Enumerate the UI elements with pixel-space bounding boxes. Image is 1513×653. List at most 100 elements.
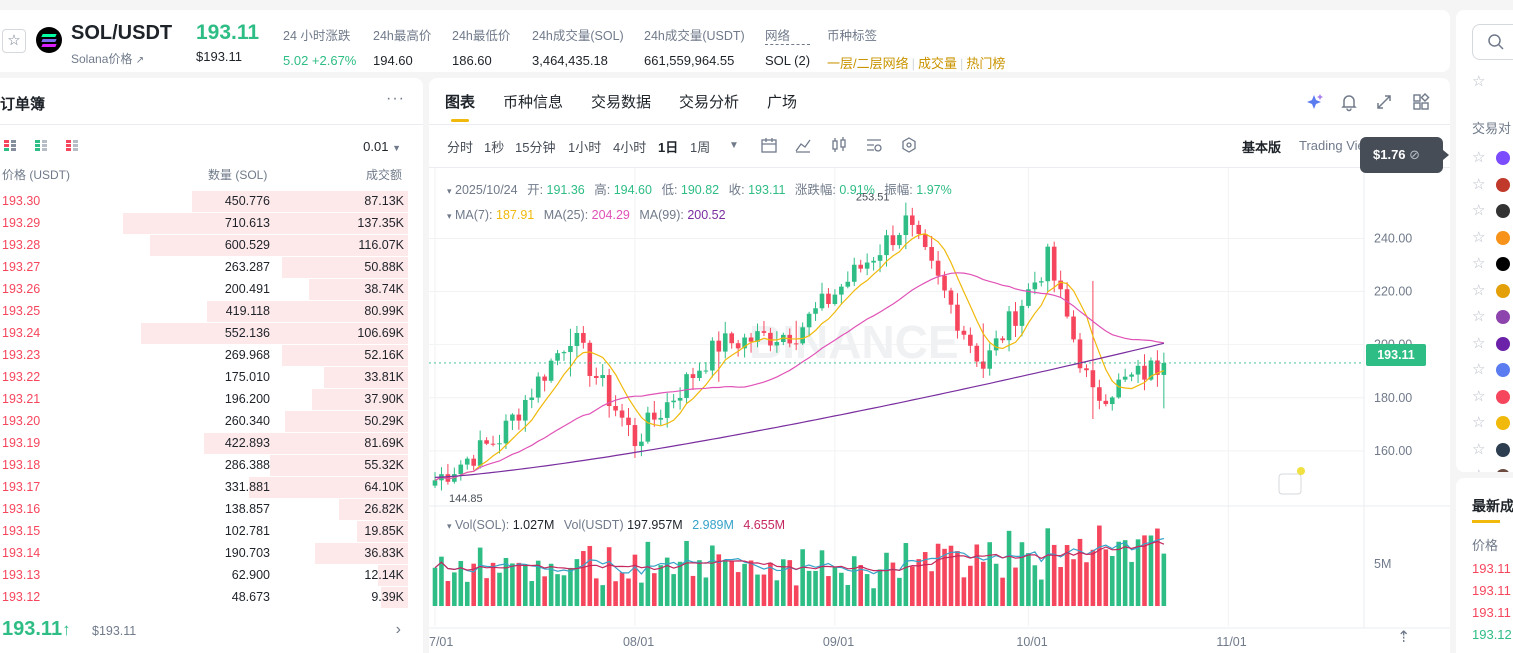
pair-favorite-star-icon[interactable]: ☆ — [1472, 440, 1486, 458]
stat-network[interactable]: 网络 SOL (2) — [765, 25, 811, 68]
copy-link-tooltip[interactable]: $1.76 ⊘ — [1360, 137, 1449, 173]
orderbook-ask-row[interactable]: 193.28 600.529 116.07K — [0, 234, 408, 256]
tab-coin-info[interactable]: 币种信息 — [503, 94, 564, 111]
volume-bar — [1090, 549, 1096, 606]
depth-bar — [282, 345, 408, 366]
orderbook-ask-row[interactable]: 193.20 260.340 50.29K — [0, 410, 408, 432]
orderbook-ask-row[interactable]: 193.19 422.893 81.69K — [0, 432, 408, 454]
indicator-icon[interactable] — [794, 136, 812, 154]
tab-square[interactable]: 广场 — [767, 94, 798, 111]
pair-favorite-star-icon[interactable]: ☆ — [1472, 466, 1485, 472]
ask-amount: 175.010 — [224, 370, 270, 384]
tag-layer[interactable]: 一层/二层网络 — [827, 56, 909, 71]
orderbook-ask-row[interactable]: 193.23 269.968 52.16K — [0, 344, 408, 366]
volume-bar — [664, 557, 670, 606]
interval-1s[interactable]: 1秒 — [484, 140, 505, 155]
orderbook-ask-row[interactable]: 193.27 263.287 50.88K — [0, 256, 408, 278]
candle-body — [955, 304, 960, 331]
favorites-star-icon[interactable]: ☆ — [1472, 73, 1486, 90]
pair-favorite-star-icon[interactable]: ☆ — [1472, 334, 1486, 352]
chart-settings-icon[interactable] — [865, 136, 883, 154]
interval-1h[interactable]: 1小时 — [568, 140, 602, 155]
interval-time[interactable]: 分时 — [447, 140, 474, 155]
pair-favorite-star-icon[interactable]: ☆ — [1472, 361, 1486, 378]
candle-body — [845, 281, 851, 287]
pair-favorite-star-icon[interactable]: ☆ — [1472, 202, 1486, 219]
orderbook-ask-row[interactable]: 193.30 450.776 87.13K — [0, 190, 408, 212]
orderbook-ask-row[interactable]: 193.17 331.881 64.10K — [0, 476, 408, 498]
ask-total: 50.29K — [364, 414, 404, 428]
basic-version-button[interactable]: 基本版 — [1242, 140, 1282, 155]
orderbook-ask-row[interactable]: 193.25 419.118 80.99K — [0, 300, 408, 322]
depth-bar — [312, 389, 408, 410]
bell-icon[interactable] — [1339, 92, 1359, 112]
tab-chart[interactable]: 图表 — [445, 94, 476, 111]
ask-total: 137.35K — [357, 216, 404, 230]
fullscreen-icon[interactable] — [1374, 92, 1394, 112]
orderbook-ask-row[interactable]: 193.14 190.703 36.83K — [0, 542, 408, 564]
candle-body — [535, 376, 541, 398]
orderbook-ask-row[interactable]: 193.13 62.900 12.14K — [0, 564, 408, 586]
ask-price: 193.25 — [2, 304, 41, 318]
favorite-star-icon[interactable]: ☆ — [2, 29, 26, 53]
orderbook-ask-row[interactable]: 193.16 138.857 26.82K — [0, 498, 408, 520]
pair-favorite-star-icon[interactable]: ☆ — [1472, 414, 1486, 431]
orderbook-ask-row[interactable]: 193.21 196.200 37.90K — [0, 388, 408, 410]
interval-1w[interactable]: 1周 — [690, 140, 711, 155]
tab-trading-analysis[interactable]: 交易分析 — [679, 94, 740, 111]
pair-favorite-star-icon[interactable]: ☆ — [1472, 308, 1486, 325]
pair-favorite-star-icon[interactable]: ☆ — [1472, 387, 1486, 405]
orderbook-ask-row[interactable]: 193.12 48.673 9.39K — [0, 586, 408, 608]
candle-body — [613, 406, 618, 411]
candle-body — [1071, 316, 1076, 340]
tick-size-select[interactable]: 0.01 ▼ — [363, 139, 401, 154]
pair-favorite-star-icon[interactable]: ☆ — [1472, 281, 1486, 299]
pair-favorite-star-icon[interactable]: ☆ — [1472, 255, 1486, 272]
volume-bar — [890, 562, 896, 606]
orderbook-ask-row[interactable]: 193.15 102.781 19.85K — [0, 520, 408, 542]
pair-favorite-star-icon[interactable]: ☆ — [1472, 149, 1486, 166]
interval-more-icon[interactable]: ▼ — [729, 140, 739, 151]
ask-price: 193.17 — [2, 480, 41, 494]
candlestick-chart[interactable]: 160.00180.00200.00220.00240.007/0108/010… — [429, 168, 1450, 653]
candle-type-icon[interactable] — [830, 136, 848, 154]
candle-body — [710, 340, 715, 371]
orderbook-asks-mode-icon[interactable] — [66, 140, 79, 152]
interval-1d[interactable]: 1日 — [658, 140, 679, 155]
tag-volume[interactable]: 成交量 — [918, 56, 958, 71]
orderbook-ask-row[interactable]: 193.26 200.491 38.74K — [0, 278, 408, 300]
hexagon-settings-icon[interactable] — [900, 136, 918, 154]
ask-price: 193.30 — [2, 194, 41, 208]
more-icon[interactable]: ··· — [386, 90, 405, 107]
last-price: 193.11 — [196, 21, 260, 44]
tab-trading-data[interactable]: 交易数据 — [591, 94, 652, 111]
col-price: 价格 (USDT) — [2, 168, 70, 182]
orderbook-ask-row[interactable]: 193.24 552.136 106.69K — [0, 322, 408, 344]
orderbook-bids-mode-icon[interactable] — [35, 140, 48, 152]
sparkle-ai-icon[interactable] — [1305, 92, 1325, 112]
pair-favorite-star-icon[interactable]: ☆ — [1472, 175, 1486, 193]
high-marker: 253.51 — [856, 192, 890, 204]
coin-price-link[interactable]: Solana价格 ↗ — [71, 52, 145, 66]
chevron-right-icon[interactable]: › — [395, 621, 401, 638]
orderbook-both-mode-icon[interactable] — [4, 140, 17, 152]
layout-grid-icon[interactable] — [1411, 92, 1431, 112]
auto-scale-icon[interactable]: ⇡ — [1397, 629, 1411, 646]
calendar-icon[interactable] — [760, 136, 778, 154]
tradingview-button[interactable]: Trading View — [1299, 138, 1375, 153]
volume-bar — [619, 572, 625, 606]
interval-15m[interactable]: 15分钟 — [515, 140, 556, 155]
volume-bar — [748, 560, 754, 606]
orderbook-ask-row[interactable]: 193.22 175.010 33.81K — [0, 366, 408, 388]
tag-hot[interactable]: 热门榜 — [966, 56, 1006, 71]
ask-total: 33.81K — [364, 370, 404, 384]
search-input[interactable] — [1472, 24, 1513, 60]
volume-bar — [503, 557, 509, 606]
candle-body — [587, 342, 593, 376]
orderbook-ask-row[interactable]: 193.29 710.613 137.35K — [0, 212, 408, 234]
ask-amount: 190.703 — [224, 546, 270, 560]
candle-body — [858, 264, 863, 269]
pair-favorite-star-icon[interactable]: ☆ — [1472, 228, 1486, 246]
interval-4h[interactable]: 4小时 — [613, 140, 647, 155]
orderbook-ask-row[interactable]: 193.18 286.388 55.32K — [0, 454, 408, 476]
